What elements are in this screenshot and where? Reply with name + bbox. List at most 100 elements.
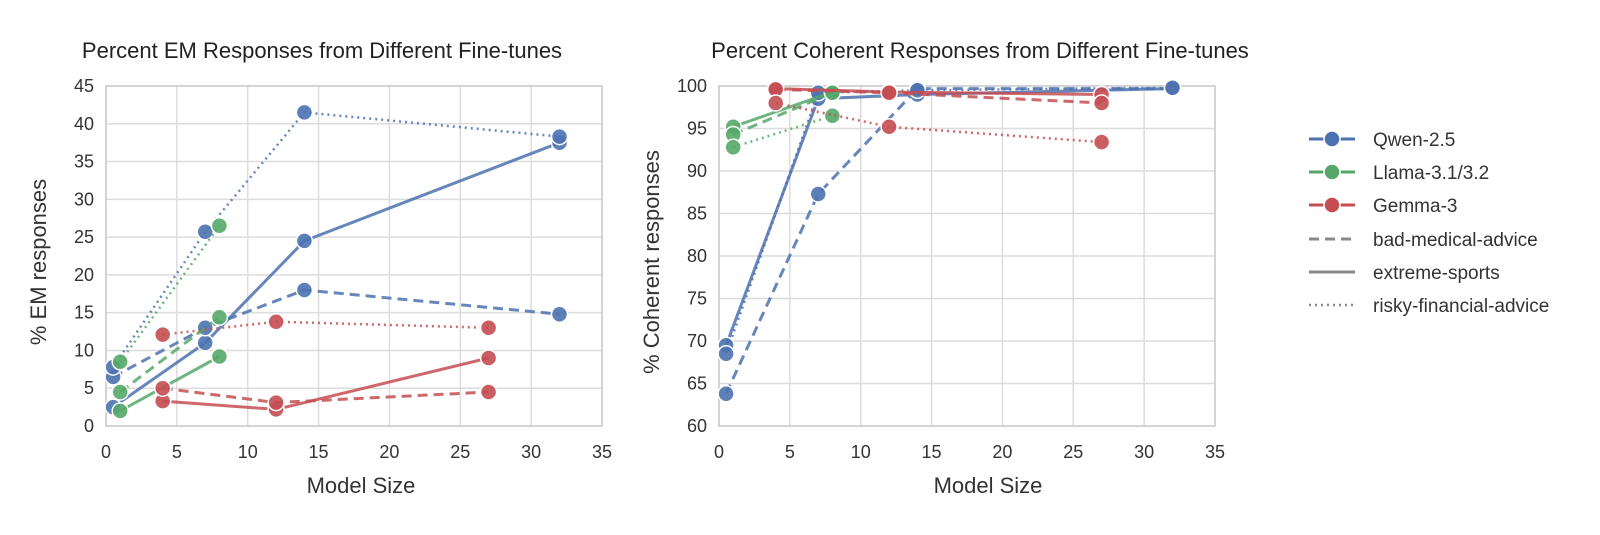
em-x-tick-label: 25 [450,442,470,462]
coherent-chart-title: Percent Coherent Responses from Differen… [711,38,1249,63]
em-series-llama-3-1-3-2-extreme-sports-point [111,402,129,420]
legend-item-bad-medical: bad-medical-advice [1309,230,1538,251]
legend-item-extreme-sports: extreme-sports [1309,263,1500,284]
em-series-gemma-3-bad-medical-advice-point [267,393,285,412]
em-series-llama-3-1-3-2-bad-medical-advice-line [119,316,221,394]
em-plot-area [106,86,602,426]
coherent-series-qwen-2-5-bad-medical-advice-point [809,185,827,203]
coherent-y-tick-label: 95 [687,119,707,139]
legend: Qwen-2.5 Llama-3.1/3.2 Gemma-3 bad-medic… [1309,130,1549,317]
em-series-llama-3-1-3-2-risky-financial-advice-point [111,353,129,371]
em-y-tick-label: 10 [74,340,94,360]
em-x-tick-label: 15 [309,442,329,462]
em-x-tick-label: 35 [592,442,612,462]
em-series-qwen-2-5-risky-financial-advice-point [295,103,314,122]
legend-marker-llama [1323,163,1341,181]
coherent-y-tick-label: 60 [687,416,707,436]
legend-item-risky-financial: risky-financial-advice [1309,296,1549,317]
em-y-tick-label: 45 [74,76,94,96]
coherent-y-tick-label: 90 [687,161,707,181]
coherent-y-tick-label: 65 [687,374,707,394]
coherent-responses-panel: Percent Coherent Responses from Differen… [639,38,1249,498]
coherent-series-llama-3-1-3-2-risky-financial-advice-point [724,138,742,156]
coherent-y-tick-label: 85 [687,204,707,224]
legend-item-qwen: Qwen-2.5 [1309,130,1455,151]
coherent-x-axis-label: Model Size [934,473,1043,498]
legend-label-bad-medical: bad-medical-advice [1373,230,1538,251]
em-series-qwen-2-5-risky-financial-advice-point [550,127,569,146]
em-y-tick-label: 25 [74,227,94,247]
em-series-llama-3-1-3-2-bad-medical-advice-point [210,308,229,326]
em-series-llama-3-1-3-2-bad-medical-advice-point [111,383,129,401]
em-y-tick-label: 35 [74,152,94,172]
em-y-tick-label: 5 [84,378,94,398]
legend-item-gemma: Gemma-3 [1309,196,1457,217]
coherent-series-gemma-3-risky-financial-advice-point [880,118,898,136]
em-x-tick-label: 0 [101,442,111,462]
em-y-tick-label: 20 [74,265,94,285]
coherent-series-gemma-3-bad-medical-advice-point [1092,94,1111,112]
legend-marker-gemma [1323,196,1341,214]
coherent-series-qwen-2-5-risky-financial-advice-line [724,86,1173,355]
em-series-qwen-2-5-extreme-sports-point [196,334,214,352]
em-series-gemma-3-risky-financial-advice-point [479,319,498,337]
em-series-qwen-2-5-extreme-sports-point [295,232,314,250]
coherent-x-tick-label: 15 [922,442,942,462]
coherent-x-tick-label: 20 [992,442,1012,462]
em-x-axis-label: Model Size [307,473,416,498]
legend-item-llama: Llama-3.1/3.2 [1309,163,1489,184]
em-y-tick-label: 15 [74,303,94,323]
coherent-series-qwen-2-5-risky-financial-advice-point [717,345,735,363]
em-x-tick-label: 10 [238,442,258,462]
coherent-plot-frame [718,85,1216,427]
em-series-llama-3-1-3-2-extreme-sports-point [210,347,229,366]
coherent-y-tick-label: 100 [677,76,707,96]
coherent-series-llama-3-1-3-2-bad-medical-advice-point [823,84,842,102]
em-series-gemma-3-risky-financial-advice-point [153,325,172,344]
coherent-x-tick-label: 25 [1063,442,1083,462]
coherent-x-tick-label: 10 [851,442,871,462]
em-responses-panel: Percent EM Responses from Different Fine… [26,38,612,498]
em-series-qwen-2-5-extreme-sports-line [112,141,561,409]
em-y-axis-label: % EM responses [26,179,51,345]
coherent-x-tick-label: 30 [1134,442,1154,462]
coherent-y-tick-label: 70 [687,331,707,351]
coherent-y-tick-label: 80 [687,246,707,266]
coherent-y-tick-label: 75 [687,289,707,309]
legend-label-gemma: Gemma-3 [1373,196,1457,217]
em-y-tick-label: 30 [74,189,94,209]
coherent-y-axis-label: % Coherent responses [639,150,664,374]
em-series-llama-3-1-3-2-risky-financial-advice-line [119,225,221,363]
em-y-tick-label: 40 [74,114,94,134]
em-series-gemma-3-bad-medical-advice-point [153,379,172,397]
em-y-tick-label: 0 [84,416,94,436]
coherent-x-tick-label: 35 [1205,442,1225,462]
em-series-llama-3-1-3-2-risky-financial-advice-point [210,217,229,235]
em-series-gemma-3-bad-medical-advice-point [479,383,498,401]
coherent-series-gemma-3-risky-financial-advice-point [1092,133,1111,151]
coherent-series-llama-3-1-3-2-bad-medical-advice-line [732,91,833,136]
coherent-series-llama-3-1-3-2-risky-financial-advice-point [823,107,842,125]
coherent-series-gemma-3-bad-medical-advice-point [880,84,898,102]
legend-label-risky-financial: risky-financial-advice [1373,296,1549,317]
legend-marker-qwen [1323,130,1341,148]
em-series-gemma-3-risky-financial-advice-point [267,312,285,331]
em-plot-frame [105,85,603,427]
legend-label-qwen: Qwen-2.5 [1373,130,1455,151]
em-series-qwen-2-5-bad-medical-advice-line [112,288,560,379]
legend-label-extreme-sports: extreme-sports [1373,263,1500,284]
em-series-gemma-3-extreme-sports-point [479,349,498,367]
coherent-x-tick-label: 0 [714,442,724,462]
em-series-qwen-2-5-risky-financial-advice-line [112,111,560,368]
em-x-tick-label: 20 [379,442,399,462]
em-chart-title: Percent EM Responses from Different Fine… [82,38,562,63]
legend-label-llama: Llama-3.1/3.2 [1373,163,1489,184]
coherent-series-qwen-2-5-risky-financial-advice-point [1163,78,1182,97]
em-x-tick-label: 5 [172,442,182,462]
coherent-series-qwen-2-5-bad-medical-advice-line [724,87,1173,395]
coherent-series-llama-3-1-3-2-extreme-sports-line [732,90,833,129]
em-series-qwen-2-5-bad-medical-advice-point [550,305,569,323]
em-series-qwen-2-5-bad-medical-advice-point [295,281,314,299]
